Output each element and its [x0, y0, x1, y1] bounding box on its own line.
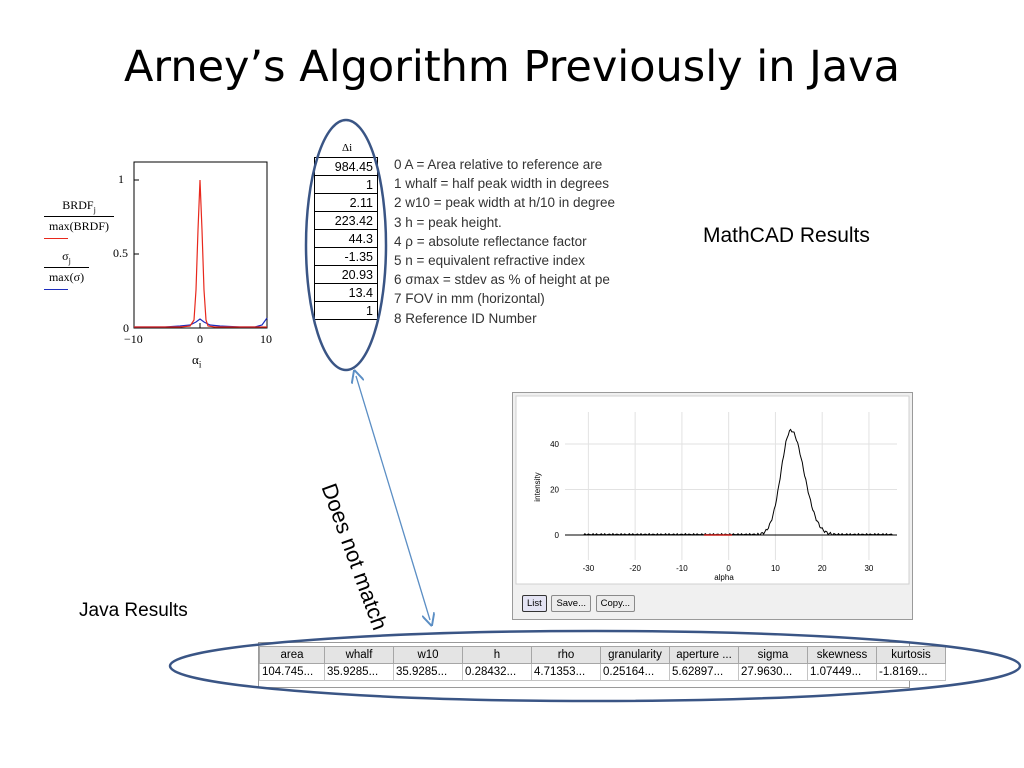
table-cell[interactable]: 0.28432...: [462, 663, 532, 681]
mathcad-ytick-label-0: 0: [123, 321, 129, 335]
mathcad-ytick-label-1: 1: [118, 172, 124, 186]
list-item: 6 σmax = stdev as % of height at pe: [394, 272, 610, 288]
table-row: 44.3: [314, 229, 378, 248]
java-results-label: Java Results: [79, 600, 188, 621]
java-results-table: area whalf w10 h rho granularity aperture ... s…: [259, 646, 946, 681]
table-cell[interactable]: 35.9285...: [393, 663, 463, 681]
table-row: 1: [314, 301, 378, 320]
mathcad-xaxis-label: αi: [192, 352, 202, 370]
mathcad-ytick-label-05: 0.5: [113, 246, 128, 260]
x-tick-label: 0: [726, 564, 731, 573]
x-tick-label: 20: [818, 564, 827, 573]
table-row: 223.42: [314, 211, 378, 230]
x-tick-label: 30: [864, 564, 873, 573]
table-row: 20.93: [314, 265, 378, 284]
parameter-legend-list: 0 A = Area relative to reference are 1 wh…: [394, 155, 648, 328]
column-header[interactable]: aperture ...: [669, 646, 739, 664]
java-plot: -30 -20 -10 0 10 20 30 0 20 40 alpha intensity: [515, 395, 910, 585]
slide-title: Arney’s Algorithm Previously in Java: [124, 42, 900, 92]
table-cell[interactable]: 1.07449...: [807, 663, 877, 681]
java-table-highlight-ellipse: [168, 629, 1022, 703]
table-cell[interactable]: 5.62897...: [669, 663, 739, 681]
list-item: 7 FOV in mm (horizontal): [394, 291, 545, 307]
mathcad-xtick-label-neg10: −10: [124, 332, 143, 346]
x-tick-label: -30: [583, 564, 595, 573]
table-cell[interactable]: -1.8169...: [876, 663, 946, 681]
brdf-series-line: [134, 179, 267, 328]
java-intensity-line: [583, 428, 893, 536]
list-item: 4 ρ = absolute reflectance factor: [394, 233, 587, 249]
java-yaxis-label: intensity: [533, 472, 542, 501]
copy-button[interactable]: Copy...: [595, 595, 636, 612]
list-button[interactable]: List: [522, 595, 547, 612]
x-tick-label: -20: [629, 564, 641, 573]
table-row: 1: [314, 175, 378, 194]
column-header[interactable]: area: [259, 646, 325, 664]
x-tick-label: 10: [771, 564, 780, 573]
list-item: 8 Reference ID Number: [394, 310, 537, 326]
column-header[interactable]: skewness: [807, 646, 877, 664]
mathcad-xtick-label-10: 10: [260, 332, 272, 346]
java-axis-ticks: -30 -20 -10 0 10 20 30 0 20 40: [550, 440, 874, 573]
table-cell[interactable]: 35.9285...: [324, 663, 394, 681]
list-item: 0 A = Area relative to reference are: [394, 157, 603, 172]
table-cell: 13.4: [314, 283, 378, 302]
table-cell: 1: [314, 175, 378, 194]
save-button[interactable]: Save...: [551, 595, 592, 612]
java-button-row: List Save... Copy...: [522, 595, 637, 612]
mathcad-value-table: 984.45 1 2.11 223.42 44.3 -1.35 20.93 13.4 1: [314, 157, 378, 320]
java-xaxis-label: alpha: [714, 573, 734, 582]
list-item: 3 h = peak height.: [394, 214, 502, 230]
legend-sigma-swatch: [44, 289, 68, 291]
legend-brdf-swatch: [44, 238, 68, 240]
mathcad-xtick-label-0: 0: [197, 332, 203, 346]
column-header[interactable]: whalf: [324, 646, 394, 664]
table-row: 13.4: [314, 283, 378, 302]
legend-sigma-fraction: σj max(σ): [44, 249, 89, 291]
y-tick-label: 40: [550, 440, 559, 449]
x-tick-label: -10: [676, 564, 688, 573]
list-item: 5 n = equivalent refractive index: [394, 253, 585, 269]
table-cell: 20.93: [314, 265, 378, 284]
mismatch-arrow: [356, 376, 430, 620]
mathcad-table-highlight-ellipse: [304, 118, 388, 372]
list-item: 2 w10 = peak width at h/10 in degree: [394, 195, 616, 211]
table-cell: 44.3: [314, 229, 378, 248]
legend-brdf-fraction: BRDFj max(BRDF): [44, 198, 114, 240]
table-cell[interactable]: 4.71353...: [531, 663, 601, 681]
list-item: 1 whalf = half peak width in degrees: [394, 176, 610, 192]
table-cell: 223.42: [314, 211, 378, 230]
mathcad-plot: [133, 161, 268, 329]
table-cell: 1: [314, 301, 378, 320]
mathcad-table-header: Δi: [342, 142, 353, 154]
mathcad-results-label: MathCAD Results: [703, 224, 870, 247]
y-tick-label: 0: [555, 531, 560, 540]
table-cell[interactable]: 0.25164...: [600, 663, 670, 681]
y-tick-label: 20: [550, 486, 559, 495]
table-row: 104.745... 35.9285... 35.9285... 0.28432...…: [259, 663, 946, 681]
